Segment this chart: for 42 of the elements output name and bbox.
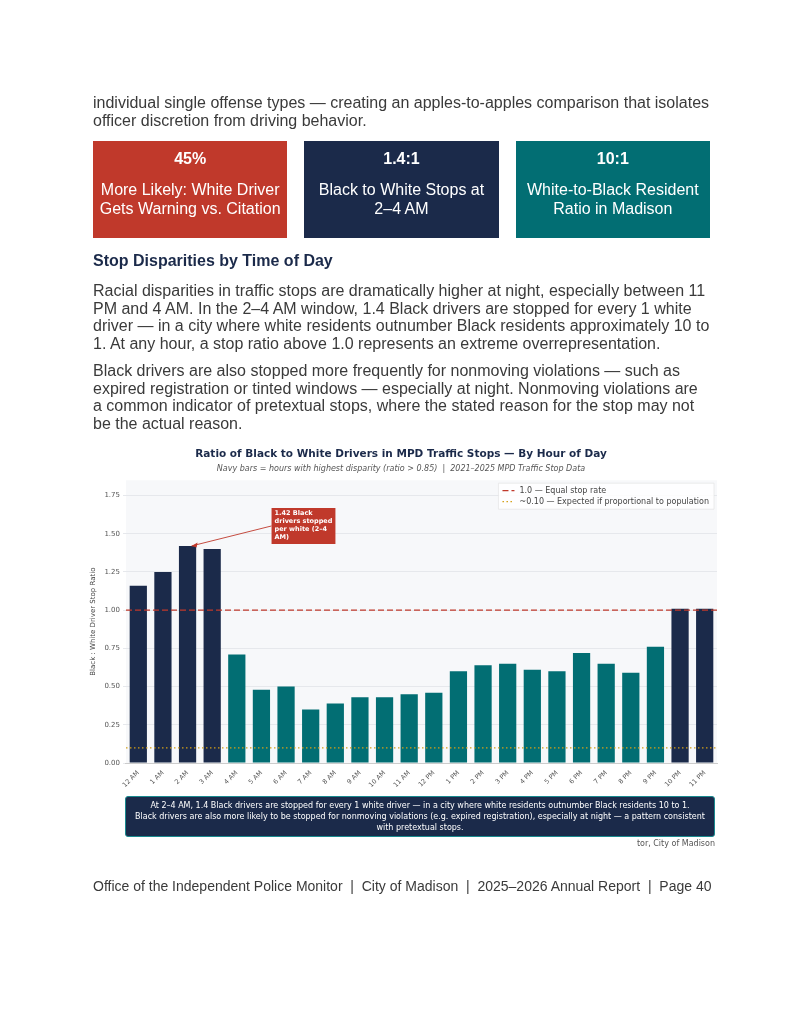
category-label: 10:1	[595, 150, 630, 168]
legend-label: 1.0 — Equal stop rate	[519, 485, 607, 495]
bar	[228, 654, 246, 763]
bar	[351, 697, 369, 763]
text: Racial disparities in traffic stops are dramatically higher at night, especially between 11 PM and 4 AM. In the 2–4 AM window, 1.4 Black drivers are stopped for every 1 white driver — in a city where white residents outnumber Black residents approximately 10 to 1. At any hour, a stop ratio above 1.0 represents an extreme overrepresentation.	[93, 282, 710, 352]
bar	[474, 665, 492, 763]
text: tor, City of Madison	[635, 839, 715, 848]
bar	[154, 571, 172, 763]
bar	[375, 697, 394, 763]
text: At 2–4 AM, 1.4 Black drivers are stopped for every 1 white driver — in a city where white residents outnumber Black residents 10 to 1.	[149, 800, 691, 811]
bar	[400, 694, 418, 763]
text: Black drivers are also stopped more frequently for nonmoving violations — such as expired registration or tinted windows — especially at night. Nonmoving violations are a common indicator of pretextual stops, where the stated reason for the stop may not be the actual reason.	[93, 362, 699, 432]
bar	[499, 663, 517, 763]
bar	[302, 709, 320, 763]
text: Black to White Stops at 2–4 AM	[317, 180, 486, 218]
text: Stop Disparities by Time of Day	[93, 252, 334, 270]
chart-subtitle: Navy bars = hours with highest disparity (ratio > 0.85) | 2021–2025 MPD Traffic Stop Data	[216, 464, 586, 474]
bar	[203, 549, 221, 763]
legend-label: ~0.10 — Expected if proportional to population	[519, 496, 710, 506]
bar	[425, 692, 443, 763]
bar	[572, 652, 591, 763]
bar	[277, 686, 295, 763]
bar	[597, 663, 615, 763]
bar	[671, 608, 689, 763]
category-label: 1.4:1	[382, 150, 421, 168]
bar	[548, 671, 566, 763]
bar	[622, 672, 640, 763]
bar	[523, 669, 541, 763]
text: Black drivers are also more likely to be stopped for nonmoving violations (e.g. expired registration), especially at night — a pattern consistent with pretextual stops.	[134, 811, 706, 833]
text: Office of the Independent Police Monitor | City of Madison | 2025–2026 Annual Report | Page 40	[93, 878, 712, 896]
bar	[252, 689, 271, 763]
chart-title: Ratio of Black to White Drivers in MPD Traffic Stops — By Hour of Day	[195, 447, 607, 460]
text: More Likely: White Driver Gets Warning vs. Citation	[99, 180, 282, 218]
bar	[178, 545, 197, 763]
text: individual single offense types — creating an apples-to-apples comparison that isolates officer discretion from driving behavior.	[93, 94, 710, 129]
bar	[129, 585, 147, 763]
category-label: 45%	[173, 150, 208, 168]
bar	[696, 608, 714, 763]
bar	[326, 703, 344, 763]
bar	[646, 646, 665, 763]
bar	[449, 671, 468, 763]
text: White-to-Black Resident Ratio in Madison	[526, 180, 700, 218]
